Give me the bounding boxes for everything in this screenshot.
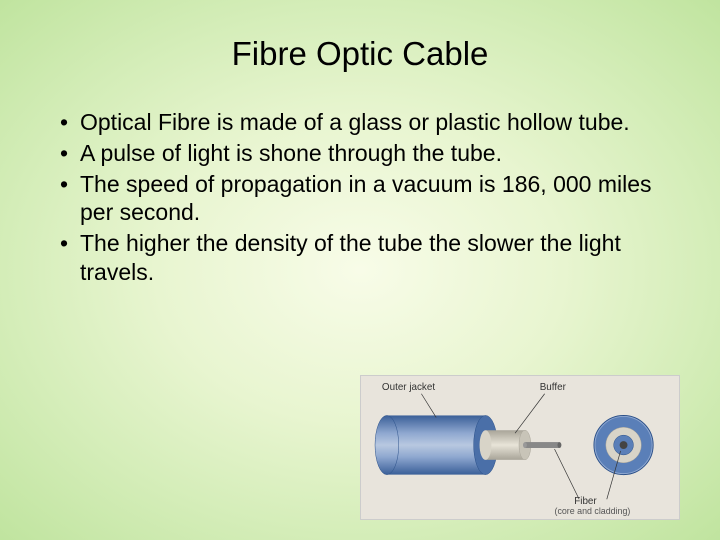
label-buffer: Buffer — [540, 382, 567, 393]
bullet-item: The speed of propagation in a vacuum is … — [60, 170, 680, 228]
label-outer-jacket: Outer jacket — [382, 382, 435, 393]
page-title: Fibre Optic Cable — [40, 35, 680, 73]
label-fiber-sub: (core and cladding) — [555, 506, 631, 516]
bullet-item: A pulse of light is shone through the tu… — [60, 139, 680, 168]
bullet-list: Optical Fibre is made of a glass or plas… — [40, 108, 680, 287]
fibre-diagram: Outer jacket Buffer Fiber (core and clad… — [360, 375, 680, 520]
diagram-svg: Outer jacket Buffer Fiber (core and clad… — [361, 376, 679, 519]
bullet-item: Optical Fibre is made of a glass or plas… — [60, 108, 680, 137]
bullet-item: The higher the density of the tube the s… — [60, 229, 680, 287]
